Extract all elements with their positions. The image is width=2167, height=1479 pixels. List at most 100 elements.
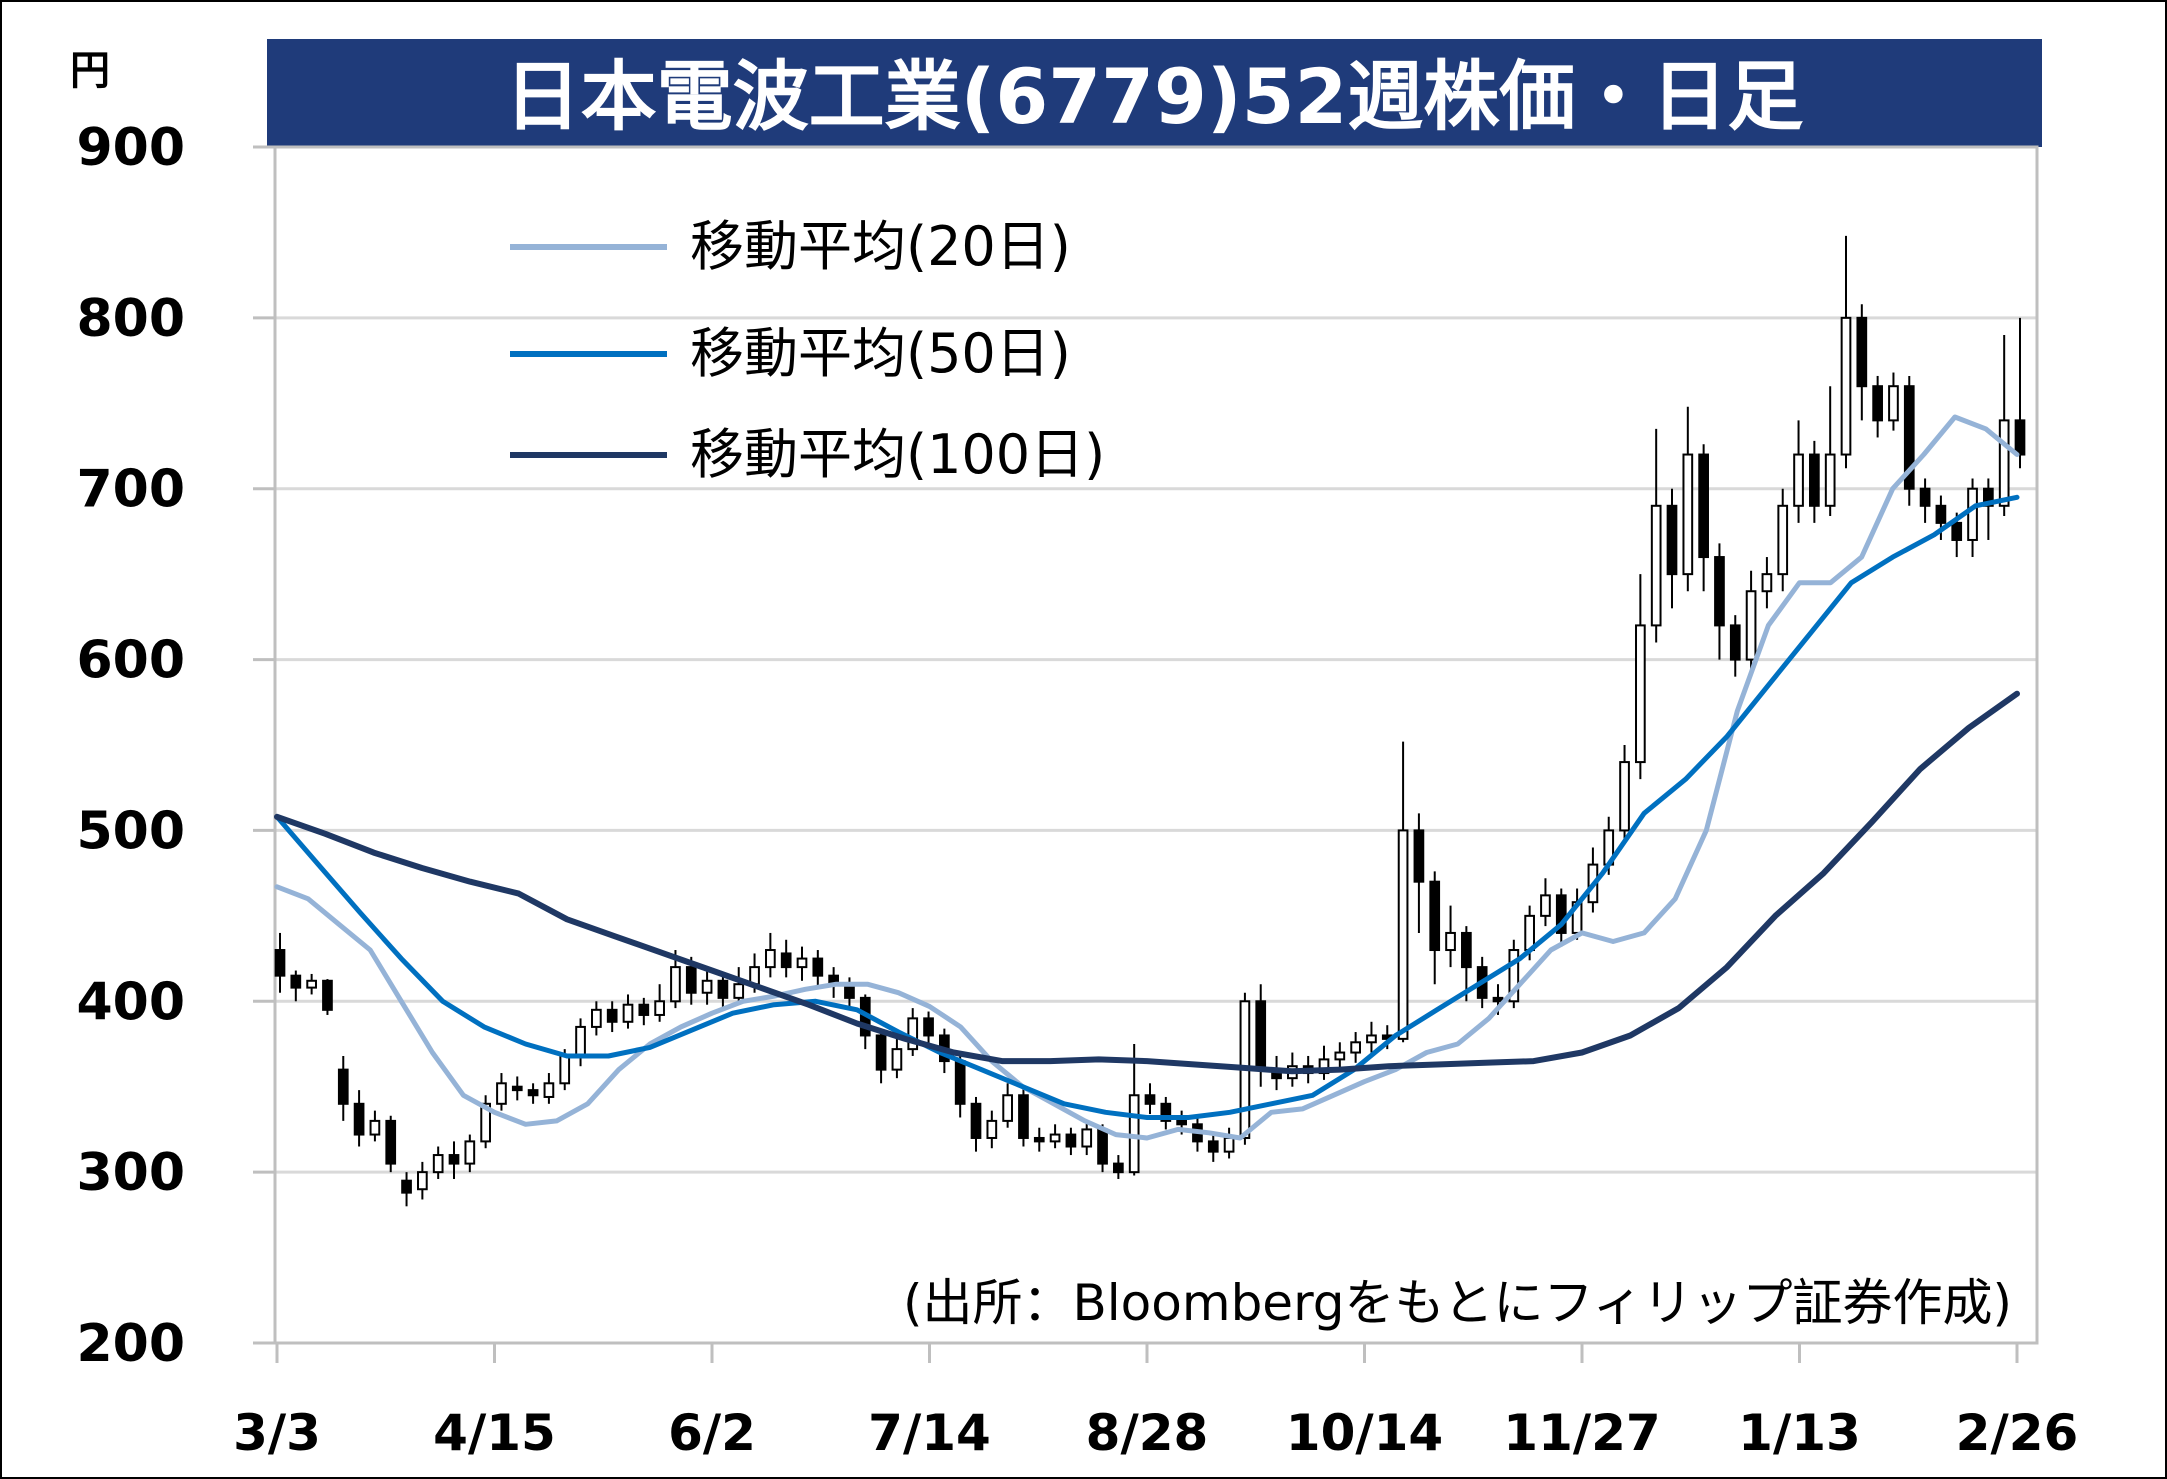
candle-body	[670, 966, 681, 1003]
candle-body	[496, 1082, 507, 1105]
x-tick-label: 8/28	[1086, 1404, 1209, 1462]
candle-body	[1160, 1102, 1172, 1122]
candle-body	[1334, 1051, 1346, 1061]
x-tick-label: 3/3	[233, 1404, 321, 1462]
y-tick-label: 400	[76, 972, 185, 1032]
candle-body	[290, 974, 302, 989]
candle-body	[1207, 1140, 1219, 1153]
candle-body	[1113, 1162, 1124, 1174]
candle-body	[385, 1119, 397, 1165]
candle-body	[417, 1171, 428, 1191]
candle-body	[986, 1119, 998, 1139]
x-tick-label: 1/13	[1738, 1404, 1861, 1462]
chart-title: 日本電波工業(6779)52週株価・日足	[505, 52, 1804, 141]
y-axis: 900 800 700 600 500 400 300 200	[76, 118, 275, 1374]
candle-body	[685, 966, 697, 994]
candle-body	[448, 1154, 460, 1165]
candle-body	[1445, 931, 1456, 952]
candle-body	[1413, 829, 1425, 883]
candle-body	[1983, 487, 1994, 507]
candle-body	[527, 1089, 539, 1097]
candle-body	[1255, 1000, 1267, 1071]
candle-body	[638, 1003, 650, 1016]
y-tick-label: 600	[76, 631, 185, 691]
candle-body	[591, 1008, 602, 1028]
candle-body	[875, 1034, 887, 1071]
candle-body	[654, 1000, 665, 1016]
legend-label: 移動平均(50日)	[690, 322, 1071, 385]
candle-body	[1018, 1094, 1029, 1139]
x-tick-label: 6/2	[668, 1404, 756, 1462]
candle-body	[812, 957, 824, 977]
ma-line-1	[274, 414, 2020, 1141]
title-bar	[267, 39, 2042, 147]
candle-body	[622, 1003, 634, 1023]
candle-body	[1729, 624, 1741, 661]
candle-body	[1397, 829, 1409, 1040]
ma-line-2	[274, 494, 2020, 1120]
candle-body	[1919, 487, 1931, 507]
x-tick-label: 7/14	[868, 1404, 991, 1462]
y-tick-label: 500	[76, 801, 185, 861]
x-tick-label: 10/14	[1286, 1404, 1443, 1462]
candle-body	[1682, 453, 1694, 576]
candle-body	[274, 949, 286, 977]
candle-body	[1144, 1094, 1156, 1105]
candle-body	[1540, 894, 1551, 917]
y-tick-label: 200	[76, 1314, 185, 1374]
candle-body	[1951, 521, 1963, 541]
candle-body	[733, 983, 745, 999]
plot-area-border	[273, 145, 2039, 1345]
candle-body	[353, 1102, 365, 1136]
source-note: (出所：Bloombergをもとにフィリップ証券作成)	[903, 1274, 2012, 1332]
x-tick-label: 4/15	[433, 1404, 556, 1462]
candlestick-series	[274, 235, 2026, 1207]
x-tick-label: 11/27	[1503, 1404, 1660, 1462]
candle-body	[701, 979, 713, 994]
candle-body	[1856, 316, 1868, 388]
candle-body	[1840, 316, 1852, 456]
candle-body	[401, 1179, 412, 1194]
candle-body	[1824, 453, 1836, 507]
candle-body	[1429, 880, 1441, 952]
candle-body	[306, 979, 317, 989]
candle-body	[1508, 949, 1520, 1003]
legend-label: 移動平均(100日)	[690, 423, 1105, 486]
candle-body	[559, 1054, 571, 1085]
candle-body	[369, 1119, 381, 1136]
candle-body	[1033, 1136, 1045, 1143]
ma-line-3	[274, 690, 2020, 1075]
grid-lines	[275, 316, 2037, 1174]
candle-body	[923, 1017, 934, 1037]
candle-body	[1223, 1136, 1235, 1153]
candle-body	[796, 957, 808, 969]
x-tick-label: 2/26	[1956, 1404, 2079, 1462]
candle-body	[1761, 573, 1773, 593]
candle-body	[1366, 1034, 1377, 1044]
candle-body	[1350, 1041, 1361, 1054]
candle-body	[543, 1082, 555, 1098]
x-axis: 3/3 4/15 6/2 7/14 8/28 10/14 11/27 1/13 2/26	[233, 1343, 2078, 1462]
candle-body	[1998, 419, 2010, 507]
y-axis-unit: 円	[70, 48, 110, 94]
candle-body	[432, 1154, 444, 1174]
candle-body	[1492, 996, 1504, 1003]
candle-body	[1745, 590, 1757, 661]
moving-average-lines	[274, 414, 2020, 1141]
candle-body	[1635, 624, 1646, 764]
candle-body	[1903, 385, 1915, 490]
candle-body	[1176, 1119, 1187, 1126]
candle-body	[1619, 761, 1630, 832]
legend: 移動平均(20日) 移動平均(50日) 移動平均(100日)	[510, 215, 1105, 486]
candle-body	[575, 1025, 586, 1057]
candle-body	[1097, 1128, 1108, 1165]
candle-body	[717, 979, 729, 999]
candle-body	[322, 979, 333, 1011]
candle-body	[1935, 504, 1947, 524]
candle-body	[337, 1068, 349, 1105]
candle-body	[765, 949, 776, 969]
candle-body	[1461, 931, 1472, 969]
candle-body	[970, 1102, 982, 1139]
